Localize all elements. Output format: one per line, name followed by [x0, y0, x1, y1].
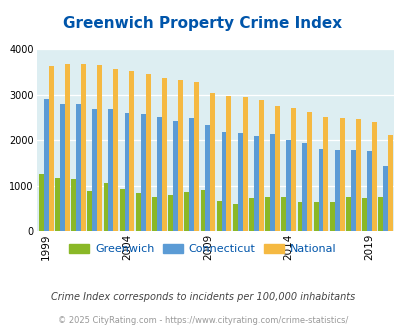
Bar: [371, 122, 376, 231]
Bar: [382, 166, 387, 231]
Bar: [157, 117, 162, 231]
Bar: [254, 136, 258, 231]
Bar: [274, 106, 279, 231]
Bar: [318, 149, 323, 231]
Bar: [339, 118, 344, 231]
Bar: [173, 121, 177, 231]
Bar: [168, 195, 173, 231]
Bar: [113, 69, 118, 231]
Bar: [286, 140, 290, 231]
Bar: [323, 117, 328, 231]
Bar: [226, 96, 231, 231]
Bar: [108, 109, 113, 231]
Bar: [60, 104, 65, 231]
Bar: [44, 98, 49, 231]
Text: Crime Index corresponds to incidents per 100,000 inhabitants: Crime Index corresponds to incidents per…: [51, 292, 354, 302]
Text: © 2025 CityRating.com - https://www.cityrating.com/crime-statistics/: © 2025 CityRating.com - https://www.city…: [58, 315, 347, 325]
Bar: [92, 109, 97, 231]
Bar: [377, 197, 382, 231]
Bar: [302, 143, 307, 231]
Bar: [249, 198, 254, 231]
Bar: [141, 115, 145, 231]
Bar: [366, 151, 371, 231]
Bar: [387, 135, 392, 231]
Bar: [177, 80, 182, 231]
Bar: [307, 112, 311, 231]
Bar: [329, 202, 334, 231]
Bar: [81, 64, 85, 231]
Text: Greenwich Property Crime Index: Greenwich Property Crime Index: [63, 16, 342, 31]
Bar: [189, 118, 194, 231]
Bar: [232, 204, 237, 231]
Bar: [55, 178, 60, 231]
Bar: [290, 108, 295, 231]
Bar: [162, 78, 166, 231]
Bar: [313, 202, 318, 231]
Bar: [200, 190, 205, 231]
Bar: [264, 197, 269, 231]
Bar: [71, 179, 76, 231]
Bar: [39, 174, 44, 231]
Bar: [194, 82, 198, 231]
Bar: [65, 64, 70, 231]
Bar: [334, 150, 339, 231]
Bar: [119, 189, 124, 231]
Bar: [205, 125, 210, 231]
Bar: [145, 75, 150, 231]
Bar: [124, 113, 129, 231]
Bar: [345, 196, 350, 231]
Bar: [221, 132, 226, 231]
Bar: [103, 183, 108, 231]
Bar: [87, 191, 92, 231]
Bar: [269, 134, 274, 231]
Bar: [184, 192, 189, 231]
Bar: [210, 93, 215, 231]
Bar: [136, 193, 141, 231]
Bar: [350, 150, 355, 231]
Bar: [297, 202, 302, 231]
Bar: [97, 65, 102, 231]
Bar: [49, 66, 53, 231]
Bar: [216, 201, 221, 231]
Bar: [237, 133, 242, 231]
Bar: [152, 197, 157, 231]
Bar: [281, 196, 286, 231]
Bar: [129, 71, 134, 231]
Bar: [355, 119, 360, 231]
Legend: Greenwich, Connecticut, National: Greenwich, Connecticut, National: [65, 239, 340, 258]
Bar: [242, 97, 247, 231]
Bar: [361, 198, 366, 231]
Bar: [258, 100, 263, 231]
Bar: [76, 104, 81, 231]
